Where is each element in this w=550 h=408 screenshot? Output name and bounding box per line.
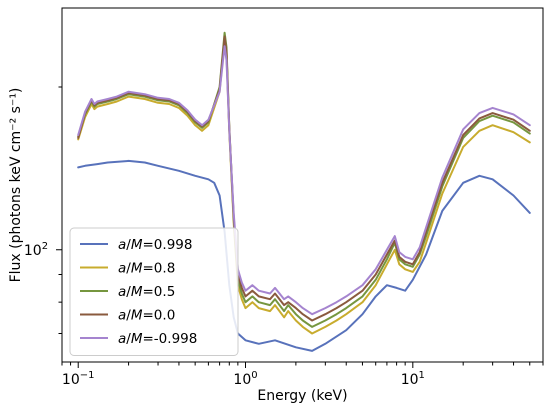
x-axis-ticks: 10−1 100 101 [61, 362, 544, 388]
legend: a/M=0.998 a/M=0.8 a/M=0.5 a/M=0.0 a/M=-0.998 [69, 227, 239, 356]
plot-frame [61, 7, 544, 363]
y-axis-label: Flux (photons keV cm⁻² s⁻¹) [8, 88, 24, 283]
legend-box [69, 227, 239, 356]
legend-label-0: a/M=0.998 [118, 237, 192, 253]
legend-label-2: a/M=0.5 [118, 284, 175, 300]
legend-label-4: a/M=-0.998 [118, 331, 197, 347]
series-layer [77, 31, 531, 352]
x-tick-label: 100 [233, 370, 257, 388]
series-line-3 [77, 35, 531, 322]
legend-label-3: a/M=0.0 [118, 308, 175, 324]
x-tick-label: 101 [401, 370, 425, 388]
x-tick-label: 10−1 [62, 370, 95, 388]
series-line-4 [77, 45, 531, 316]
legend-label-1: a/M=0.8 [118, 261, 175, 277]
y-axis-ticks: 102 [24, 86, 62, 335]
x-axis-label: Energy (keV) [257, 388, 347, 404]
series-line-0 [77, 159, 531, 352]
series-line-1 [77, 38, 531, 335]
series-line-2 [77, 31, 531, 328]
y-tick-label: 102 [24, 241, 48, 259]
